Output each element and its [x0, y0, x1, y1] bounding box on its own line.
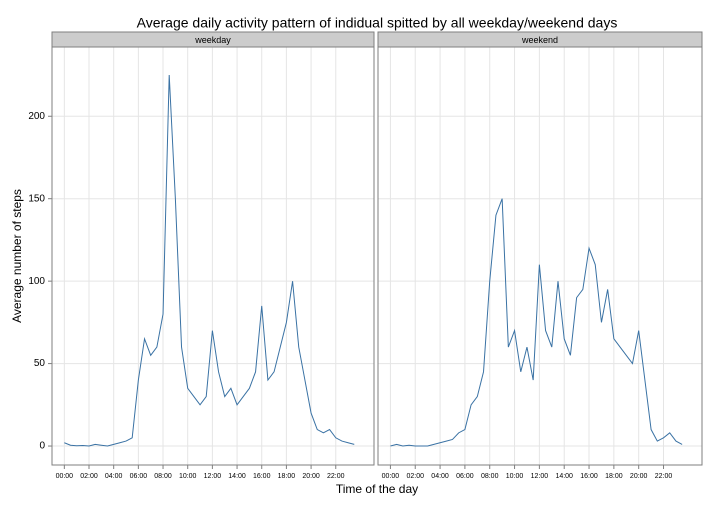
chart-title: Average daily activity pattern of indidu… [137, 15, 618, 31]
panel-background [52, 47, 374, 465]
x-tick-label: 16:00 [253, 473, 271, 480]
line [64, 75, 355, 447]
x-tick-label: 02:00 [406, 473, 424, 480]
x-tick-label: 04:00 [105, 473, 123, 480]
x-tick-label: 16:00 [580, 473, 598, 480]
x-tick-label: 06:00 [456, 473, 474, 480]
x-tick-label: 18:00 [605, 473, 623, 480]
x-tick-label: 14:00 [555, 473, 573, 480]
y-axis-label: Average number of steps [10, 189, 24, 323]
x-tick-label: 12:00 [204, 473, 222, 480]
y-tick-label: 50 [34, 358, 46, 369]
x-tick-label: 02:00 [80, 473, 98, 480]
x-tick-label: 10:00 [179, 473, 197, 480]
x-tick-label: 12:00 [531, 473, 549, 480]
x-tick-label: 14:00 [228, 473, 246, 480]
x-tick-label: 06:00 [130, 473, 148, 480]
y-tick-label: 100 [28, 276, 45, 287]
y-tick-label: 0 [39, 441, 45, 452]
facet-strip [377, 31, 703, 48]
y-tick-label: 200 [28, 111, 45, 122]
x-tick-label: 08:00 [481, 473, 499, 480]
panel-background [378, 47, 702, 465]
x-tick-label: 00:00 [382, 473, 400, 480]
line [390, 198, 683, 447]
x-tick-label: 20:00 [630, 473, 648, 480]
x-tick-label: 18:00 [278, 473, 296, 480]
x-axis-label: Time of the day [336, 482, 418, 496]
y-tick-label: 150 [28, 193, 45, 204]
facet-label: weekend [521, 35, 558, 45]
x-tick-label: 22:00 [327, 473, 345, 480]
facet-label: weekday [194, 35, 231, 45]
x-tick-label: 20:00 [302, 473, 320, 480]
facet-strip [51, 31, 375, 48]
x-tick-label: 00:00 [56, 473, 74, 480]
x-tick-label: 08:00 [154, 473, 172, 480]
x-tick-label: 04:00 [431, 473, 449, 480]
x-tick-label: 22:00 [655, 473, 673, 480]
x-tick-label: 10:00 [506, 473, 524, 480]
